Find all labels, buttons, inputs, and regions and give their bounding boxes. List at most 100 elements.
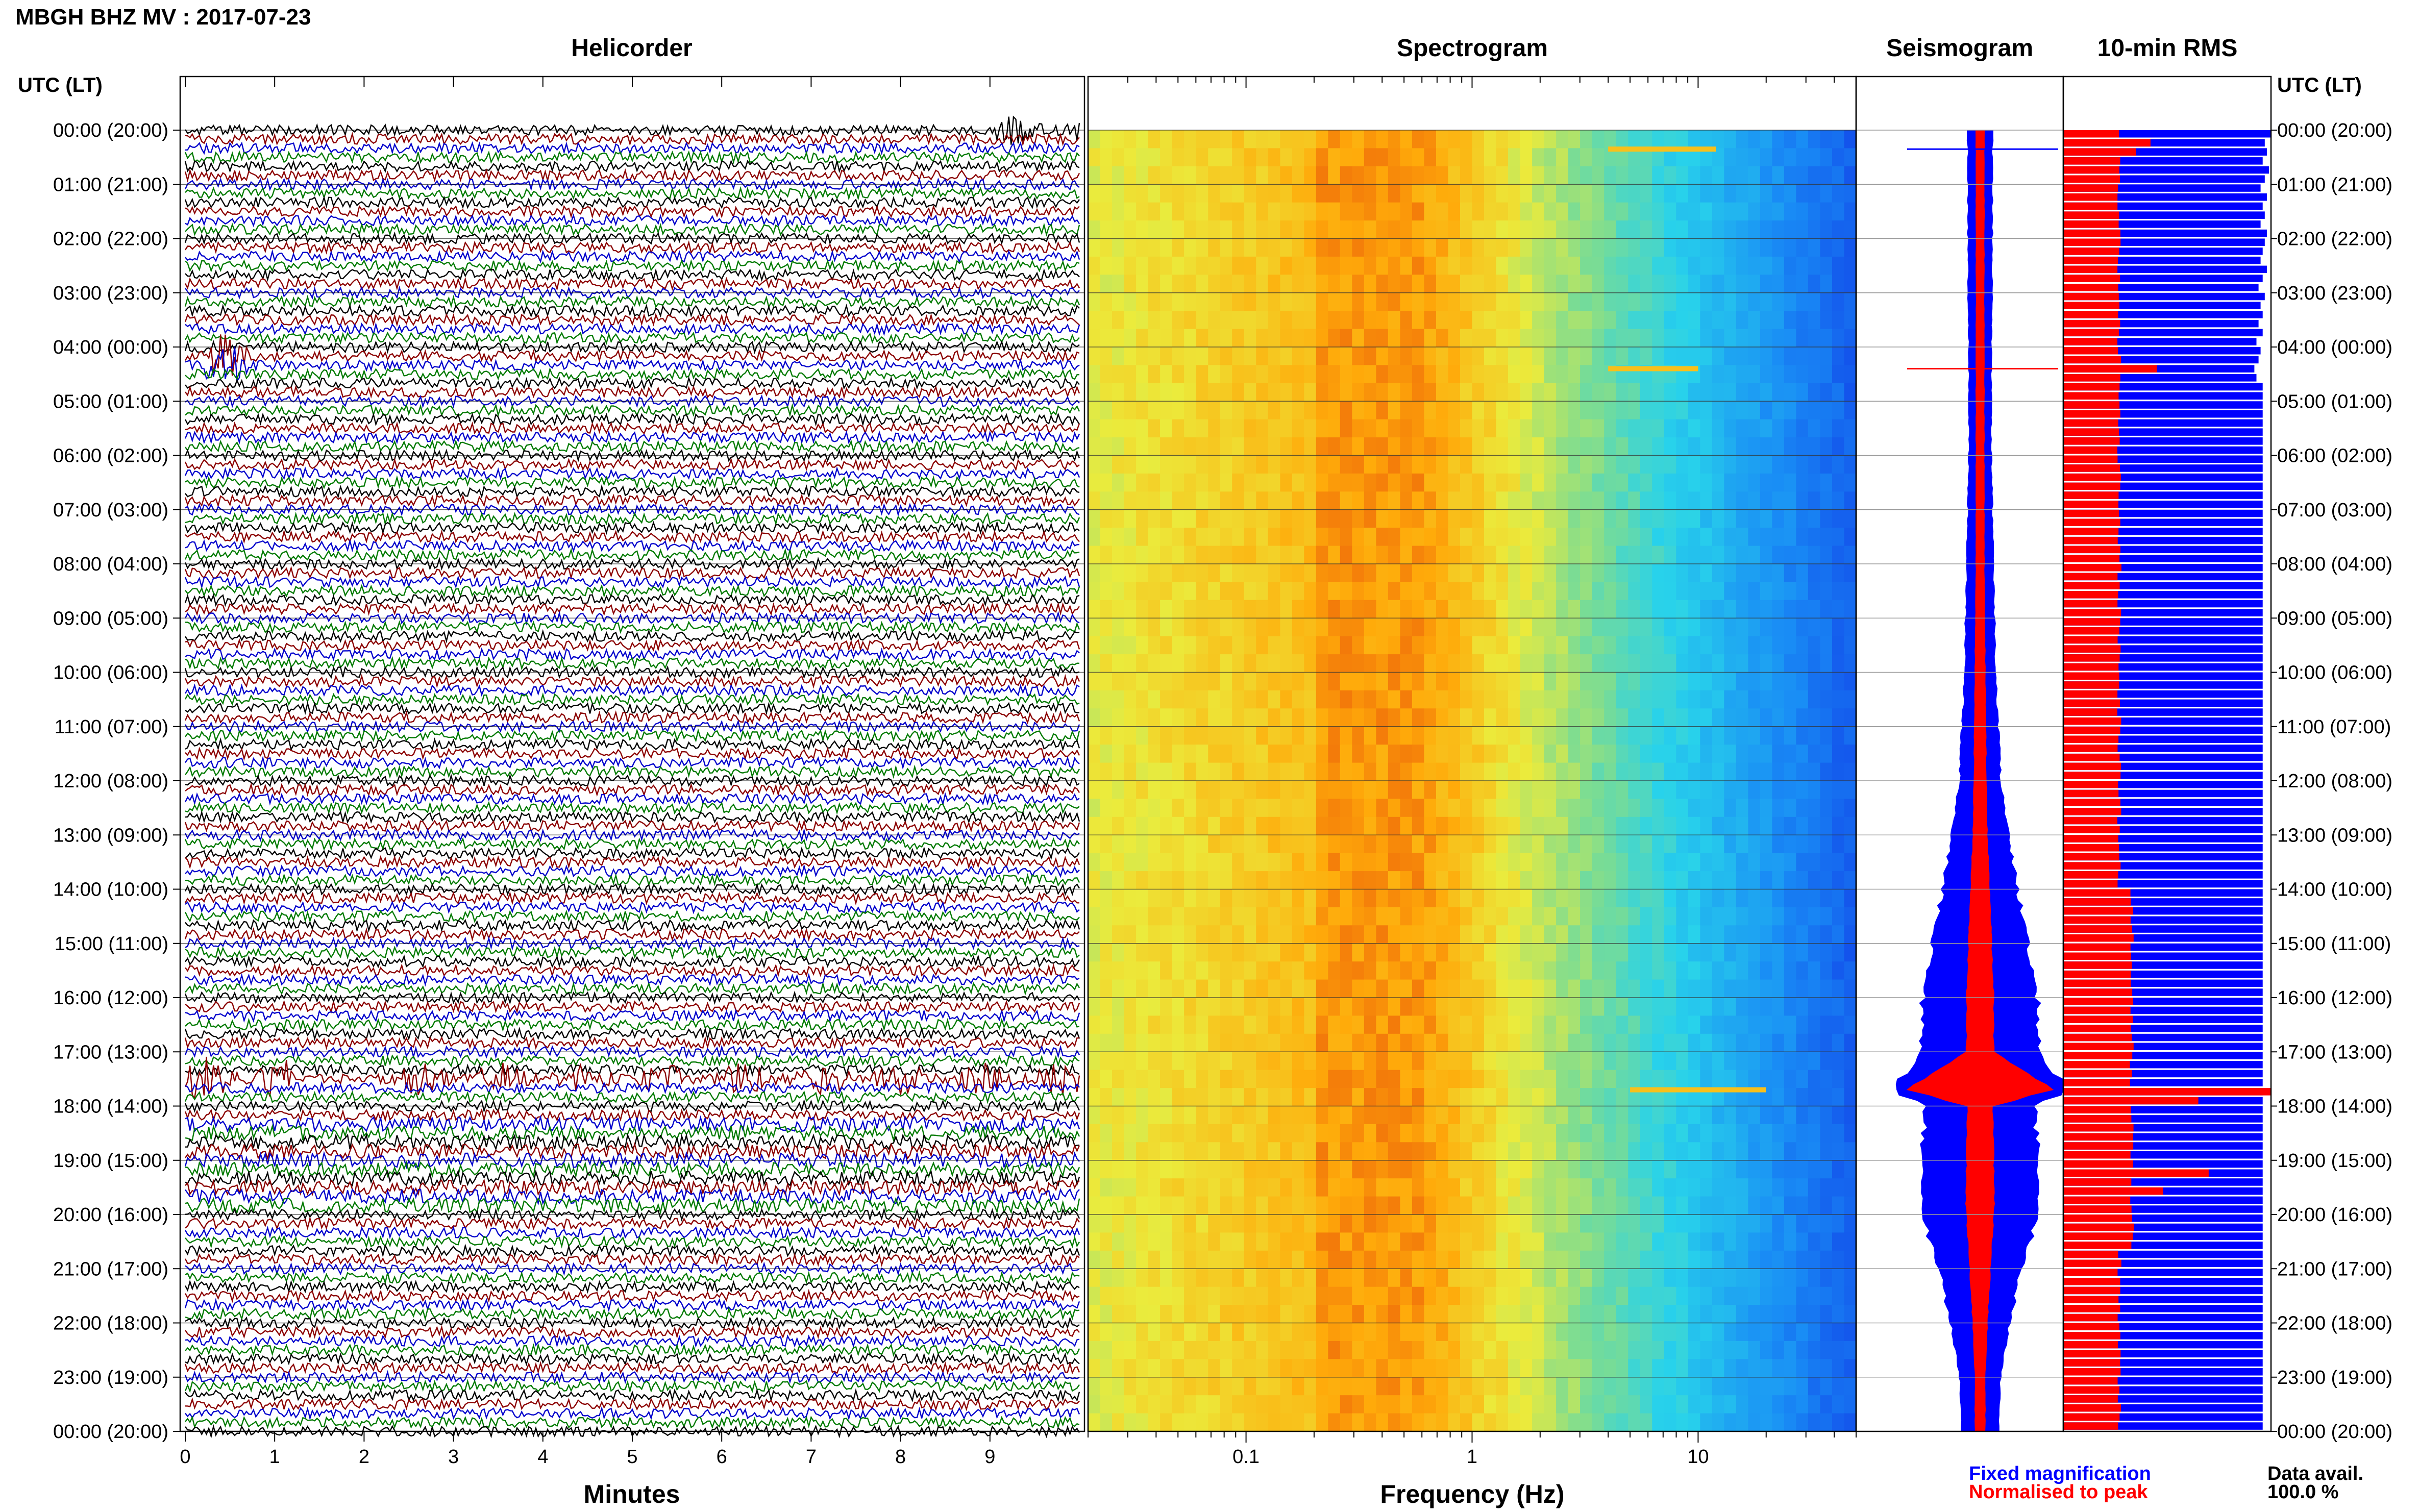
seismogram-title: Seismogram <box>1886 35 2033 62</box>
spectrogram-cell <box>1364 1178 1376 1197</box>
spectrogram-cell <box>1748 329 1761 348</box>
spectrogram-cell <box>1844 1088 1857 1107</box>
spectrogram-cell <box>1808 292 1820 311</box>
spectrogram-cell <box>1784 546 1796 564</box>
spectrogram-cell <box>1652 419 1665 438</box>
spectrogram-cell <box>1796 148 1809 167</box>
spectrogram-cell <box>1688 708 1700 727</box>
spectrogram-cell <box>1280 907 1293 926</box>
spectrogram-cell <box>1844 455 1857 474</box>
spectrogram-cell <box>1304 365 1317 384</box>
helicorder-trace <box>185 385 1080 400</box>
spectrogram-cell <box>1148 455 1161 474</box>
spectrogram-cell <box>1556 1323 1569 1342</box>
spectrogram-cell <box>1580 745 1593 763</box>
spectrogram-cell <box>1460 1413 1473 1432</box>
spectrogram-cell <box>1640 708 1652 727</box>
spectrogram-cell <box>1196 546 1208 564</box>
spectrogram-cell <box>1664 1359 1676 1378</box>
spectrogram-cell <box>1232 238 1245 257</box>
spectrogram-cell <box>1784 979 1796 998</box>
spectrogram-cell <box>1196 889 1208 908</box>
spectrogram-cell <box>1388 1377 1400 1396</box>
spectrogram-cell <box>1784 437 1796 456</box>
spectrogram-cell <box>1544 1413 1557 1432</box>
spectrogram-cell <box>1448 220 1461 239</box>
spectrogram-cell <box>1760 564 1772 582</box>
spectrogram-cell <box>1412 1377 1424 1396</box>
spectrogram-cell <box>1460 130 1473 148</box>
spectrogram-cell <box>1520 311 1533 330</box>
spectrogram-cell <box>1652 907 1665 926</box>
spectrogram-cell <box>1484 907 1497 926</box>
spectrogram-cell <box>1520 202 1533 221</box>
spectrogram-cell <box>1664 799 1676 817</box>
spectrogram-cell <box>1544 762 1557 781</box>
spectrogram-cell <box>1760 1395 1772 1414</box>
spectrogram-cell <box>1508 1033 1521 1052</box>
spectrogram-cell <box>1220 347 1232 365</box>
spectrogram-cell <box>1496 582 1509 601</box>
spectrogram-cell <box>1256 582 1269 601</box>
spectrogram-cell <box>1496 726 1509 745</box>
spectrogram-cell <box>1328 672 1341 691</box>
spectrogram-cell <box>1232 130 1245 148</box>
spectrogram-cell <box>1256 943 1269 962</box>
spectrogram-cell <box>1628 1269 1641 1287</box>
spectrogram-cell <box>1304 1106 1317 1125</box>
spectrogram-cell <box>1544 925 1557 944</box>
spectrogram-cell <box>1208 961 1221 980</box>
spectrogram-cell <box>1184 419 1197 438</box>
spectrogram-cell <box>1640 1033 1652 1052</box>
spectrogram-cell <box>1772 636 1785 655</box>
rms-bar-normalised <box>2063 690 2118 698</box>
spectrogram-cell <box>1448 690 1461 709</box>
spectrogram-cell <box>1844 148 1857 167</box>
spectrogram-cell <box>1748 853 1761 872</box>
spectrogram-cell <box>1736 1070 1748 1088</box>
spectrogram-cell <box>1592 1124 1605 1143</box>
spectrogram-cell <box>1316 1196 1328 1215</box>
helicorder-trace <box>185 972 1080 987</box>
spectrogram-cell <box>1220 871 1232 890</box>
spectrogram-cell <box>1172 762 1184 781</box>
spectrogram-cell <box>1688 998 1700 1016</box>
spectrogram-cell <box>1748 1070 1761 1088</box>
spectrogram-cell <box>1772 1124 1785 1143</box>
spectrogram-cell <box>1532 275 1545 293</box>
spectrogram-cell <box>1304 745 1317 763</box>
spectrogram-cell <box>1712 1214 1724 1233</box>
spectrogram-cell <box>1328 1196 1341 1215</box>
spectrogram-cell <box>1772 238 1785 257</box>
spectrogram-cell <box>1664 184 1676 203</box>
spectrogram-cell <box>1544 1070 1557 1088</box>
spectrogram-cell <box>1568 238 1581 257</box>
rms-bar-normalised <box>2063 636 2118 644</box>
spectrogram-cell <box>1184 762 1197 781</box>
spectrogram-cell <box>1616 925 1628 944</box>
spectrogram-cell <box>1136 1250 1149 1269</box>
spectrogram-cell <box>1448 329 1461 348</box>
spectrogram-cell <box>1484 1359 1497 1378</box>
spectrogram-cell <box>1328 889 1341 908</box>
spectrogram-cell <box>1832 130 1845 148</box>
spectrogram-cell <box>1124 1250 1137 1269</box>
spectrogram-cell <box>1112 943 1125 962</box>
spectrogram-cell <box>1088 220 1101 239</box>
spectrogram-cell <box>1556 365 1569 384</box>
spectrogram-cell <box>1172 636 1184 655</box>
rms-bar-normalised <box>2063 292 2119 301</box>
spectrogram-cell <box>1148 1305 1161 1324</box>
spectrogram-cell <box>1712 816 1724 835</box>
spectrogram-cell <box>1628 491 1641 510</box>
spectrogram-cell <box>1616 708 1628 727</box>
spectrogram-cell <box>1592 365 1605 384</box>
spectrogram-cell <box>1496 1178 1509 1197</box>
spectrogram-cell <box>1760 491 1772 510</box>
spectrogram-cell <box>1256 816 1269 835</box>
spectrogram-cell <box>1772 491 1785 510</box>
spectrogram-cell <box>1280 473 1293 492</box>
spectrogram-cell <box>1232 202 1245 221</box>
spectrogram-cell <box>1580 1377 1593 1396</box>
spectrogram-cell <box>1532 130 1545 148</box>
